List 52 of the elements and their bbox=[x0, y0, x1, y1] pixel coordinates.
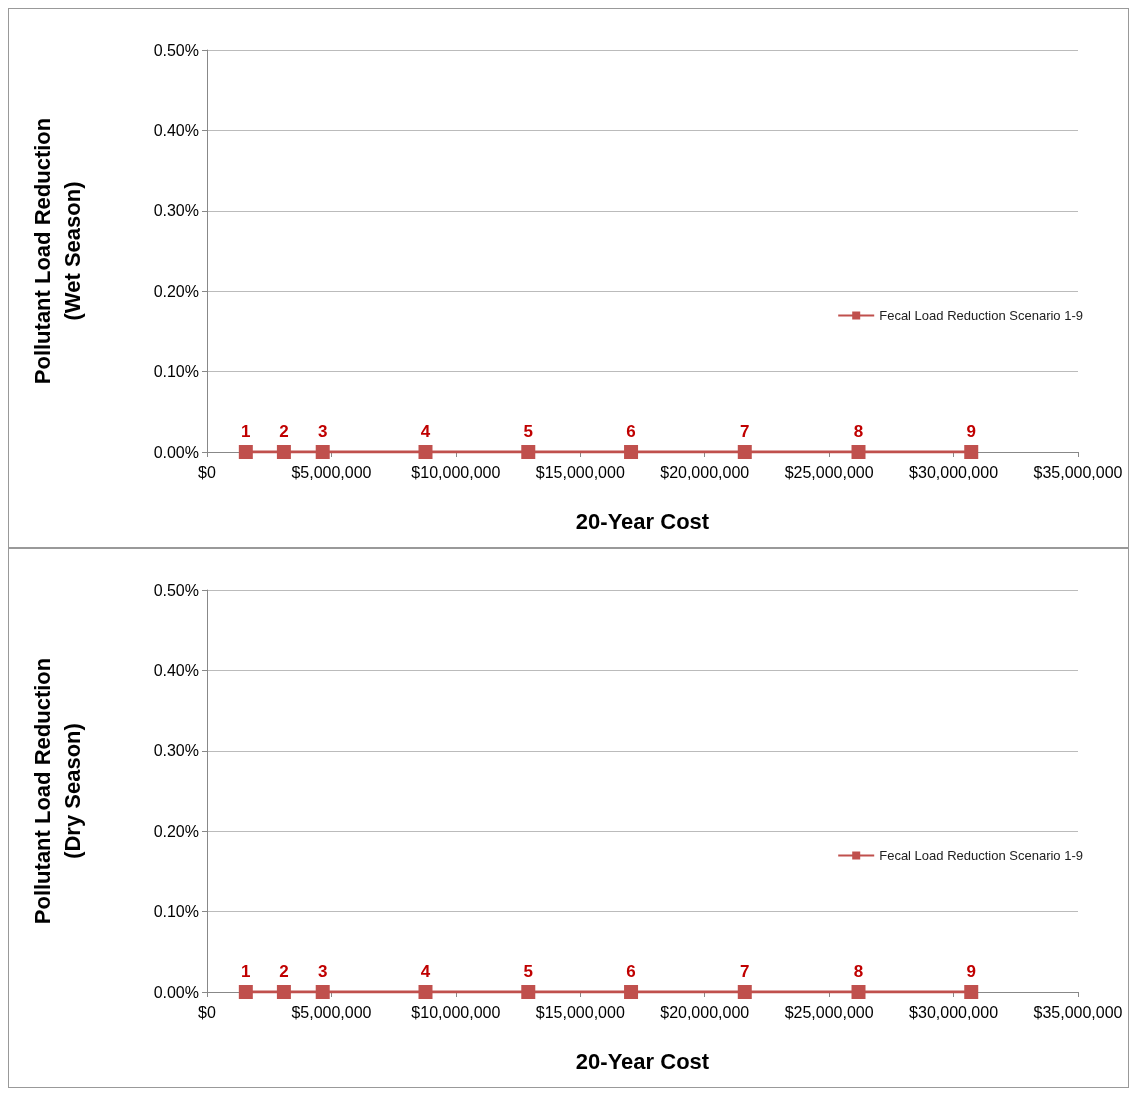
annotation: 3 bbox=[317, 421, 328, 441]
x-tick-label: $30,000,000 bbox=[909, 1003, 999, 1021]
annotation: 7 bbox=[740, 961, 750, 981]
y-axis-title: Pollutant Load Reduction (Wet Season) bbox=[29, 117, 85, 385]
y-tick-label: 0.20% bbox=[153, 282, 199, 300]
x-tick-label: $20,000,000 bbox=[660, 463, 750, 481]
annotation: 5 bbox=[523, 421, 534, 441]
x-tick-label: $5,000,000 bbox=[291, 463, 372, 481]
annotation: 5 bbox=[523, 961, 534, 981]
y-tick-label: 0.40% bbox=[153, 661, 199, 679]
annotation: 9 bbox=[966, 421, 976, 441]
x-axis-title: 20-Year Cost bbox=[575, 508, 710, 534]
annotation: 6 bbox=[626, 421, 636, 441]
legend-label: Fecal Load Reduction Scenario 1-9 bbox=[879, 848, 1084, 863]
x-tick-label: $35,000,000 bbox=[1033, 463, 1123, 481]
x-tick-label: $35,000,000 bbox=[1033, 1003, 1123, 1021]
x-tick-label: $0 bbox=[198, 463, 216, 481]
annotation: 8 bbox=[853, 421, 864, 441]
x-tick-label: $25,000,000 bbox=[784, 463, 874, 481]
y-tick-label: 0.10% bbox=[153, 363, 199, 381]
annotation: 4 bbox=[420, 421, 431, 441]
y-tick-label: 0.00% bbox=[153, 443, 199, 461]
x-tick-label: $30,000,000 bbox=[909, 463, 999, 481]
x-tick-label: $10,000,000 bbox=[411, 1003, 501, 1021]
x-tick-label: $25,000,000 bbox=[784, 1003, 874, 1021]
x-tick-label: $15,000,000 bbox=[535, 463, 625, 481]
y-tick-label: 0.30% bbox=[153, 202, 199, 220]
y-axis-title: Pollutant Load Reduction (Dry Season) bbox=[29, 657, 85, 925]
x-tick-label: $10,000,000 bbox=[411, 463, 501, 481]
x-tick-label: $20,000,000 bbox=[660, 1003, 750, 1021]
y-tick-label: 0.30% bbox=[153, 742, 199, 760]
x-tick-label: $0 bbox=[198, 1003, 216, 1021]
annotation: 2 bbox=[279, 961, 289, 981]
annotation: 1 bbox=[241, 421, 251, 441]
y-tick-label: 0.00% bbox=[153, 983, 199, 1001]
x-tick-label: $5,000,000 bbox=[291, 1003, 372, 1021]
x-tick-label: $15,000,000 bbox=[535, 1003, 625, 1021]
annotation: 4 bbox=[420, 961, 431, 981]
legend-label: Fecal Load Reduction Scenario 1-9 bbox=[879, 308, 1084, 323]
annotation: 1 bbox=[241, 961, 251, 981]
annotation: 8 bbox=[853, 961, 864, 981]
x-axis-title: 20-Year Cost bbox=[575, 1048, 710, 1074]
annotation: 7 bbox=[740, 421, 750, 441]
y-tick-label: 0.50% bbox=[153, 581, 199, 599]
annotation: 9 bbox=[966, 961, 976, 981]
annotation: 3 bbox=[317, 961, 328, 981]
annotation: 6 bbox=[626, 961, 636, 981]
y-tick-label: 0.40% bbox=[153, 121, 199, 139]
y-tick-label: 0.50% bbox=[153, 41, 199, 59]
y-tick-label: 0.10% bbox=[153, 903, 199, 921]
y-tick-label: 0.20% bbox=[153, 822, 199, 840]
annotation: 2 bbox=[279, 421, 289, 441]
